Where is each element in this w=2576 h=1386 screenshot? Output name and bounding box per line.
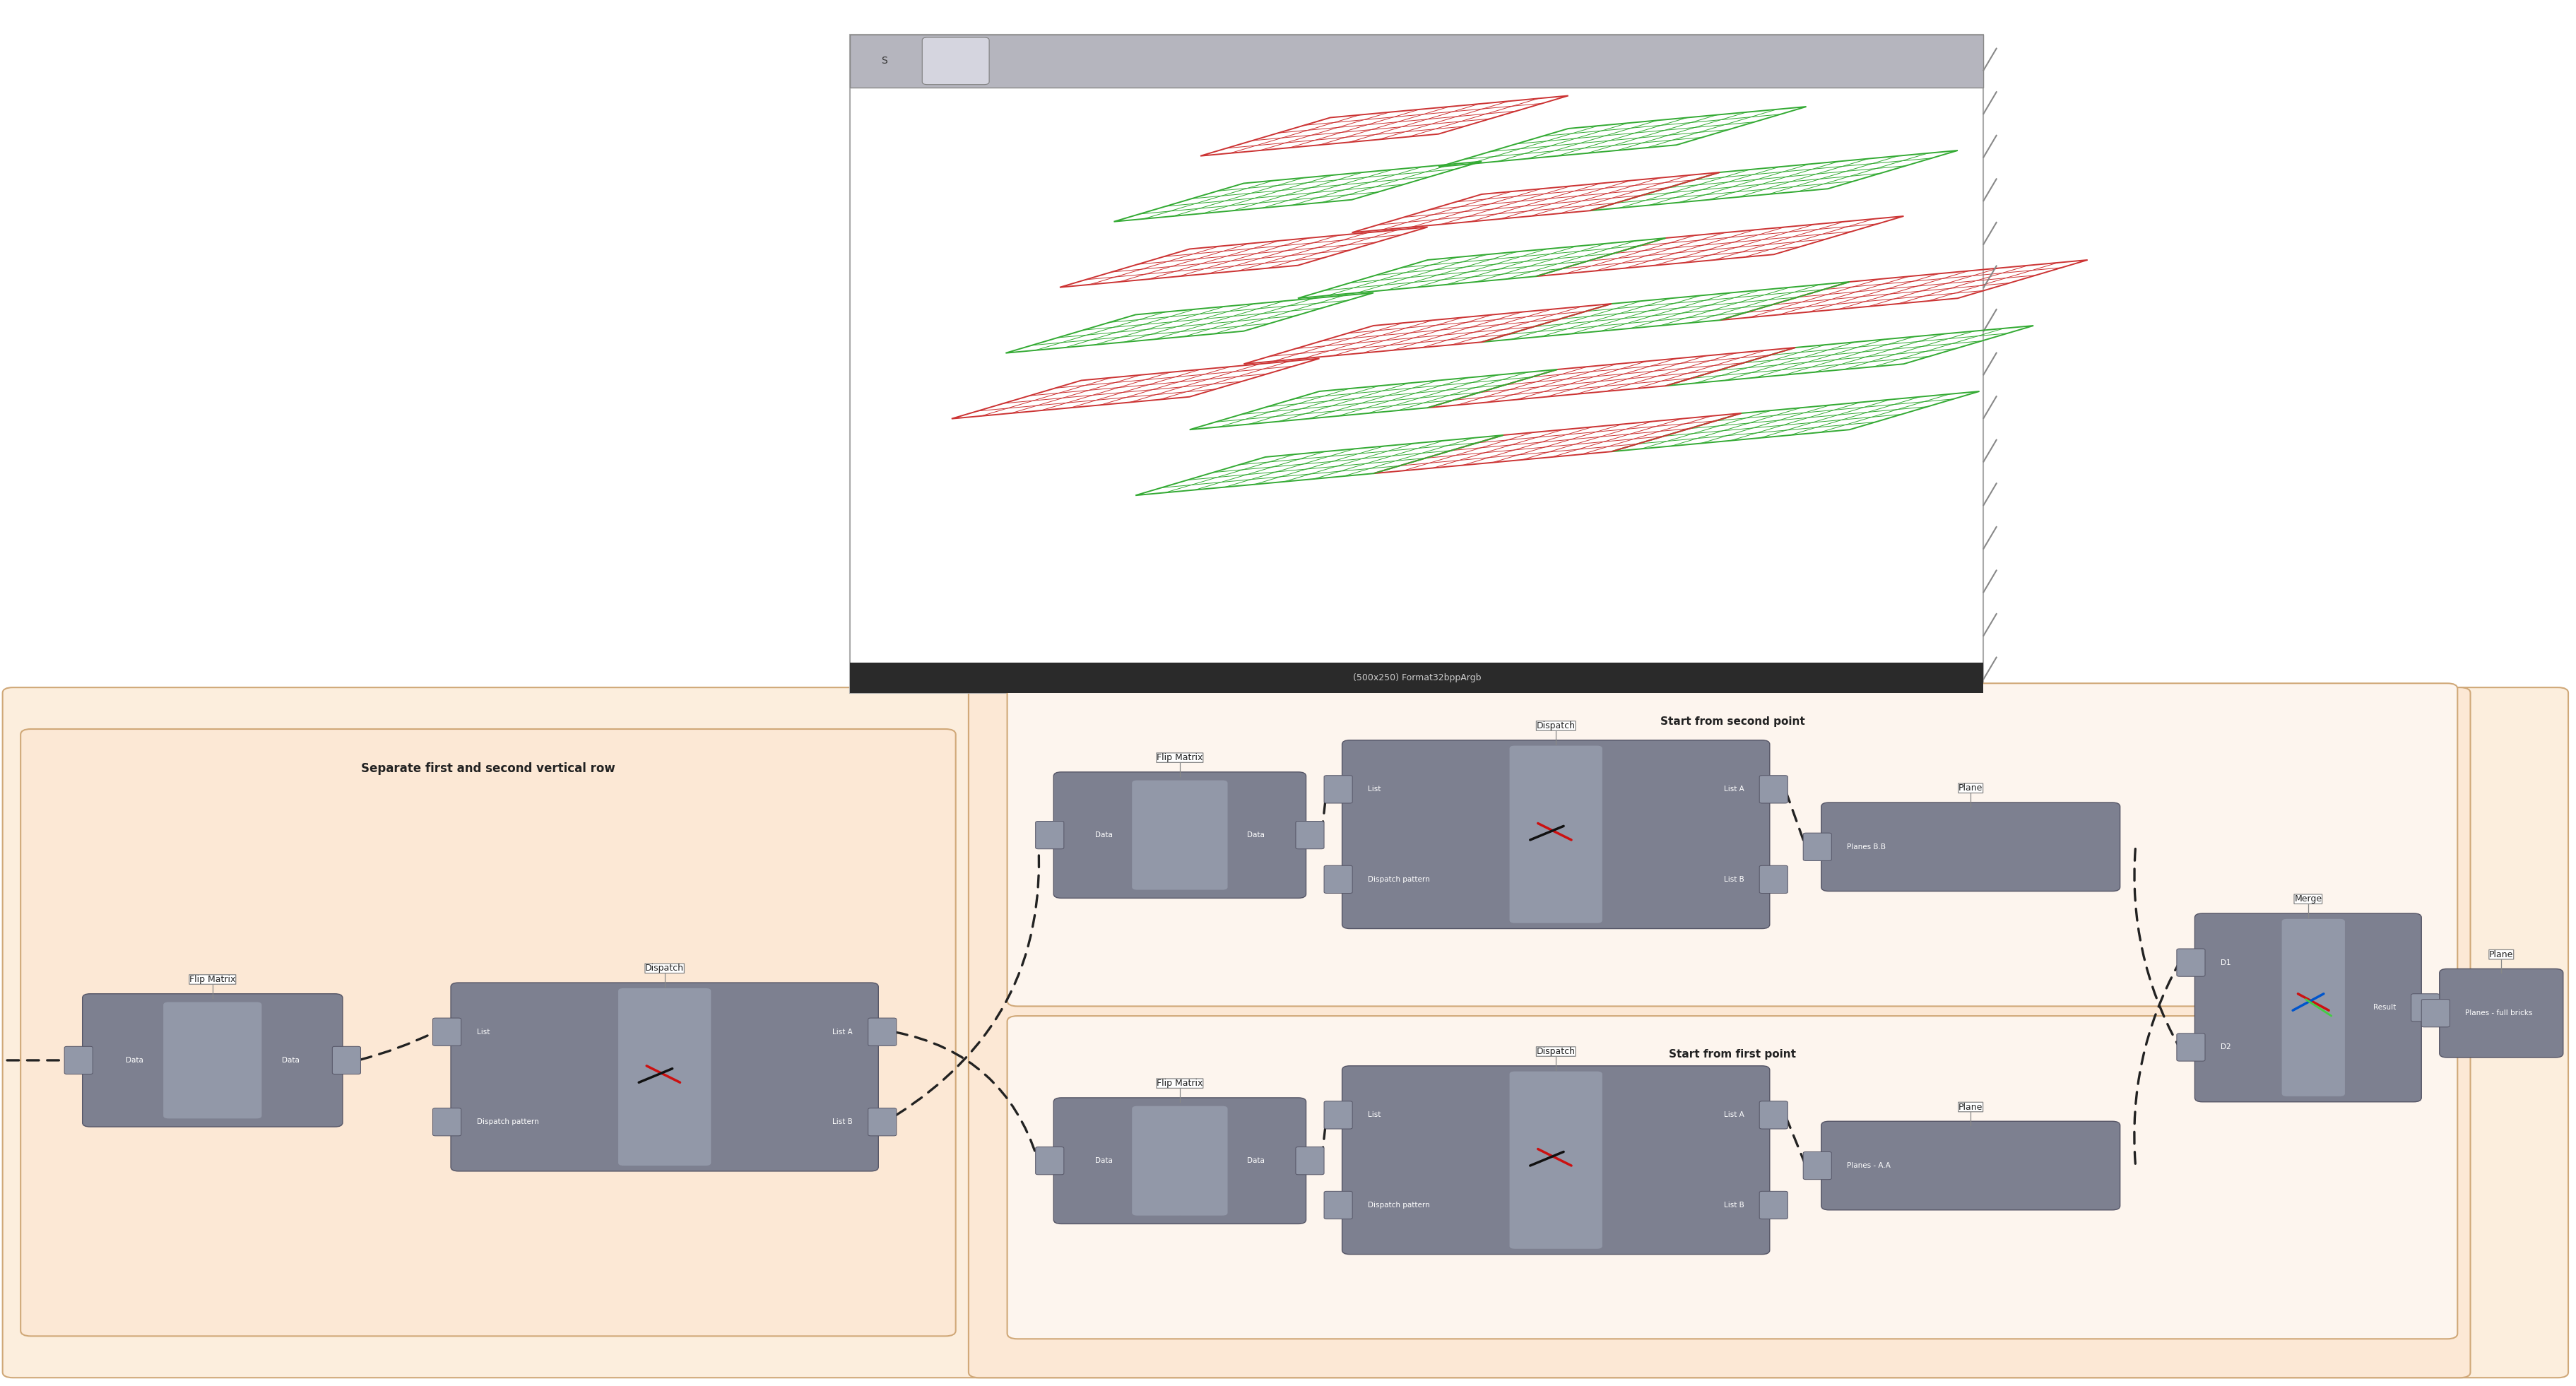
FancyBboxPatch shape [64, 1046, 93, 1074]
FancyBboxPatch shape [1296, 821, 1324, 848]
FancyBboxPatch shape [1324, 1100, 1352, 1128]
Text: Result: Result [2372, 1003, 2396, 1012]
FancyBboxPatch shape [2282, 919, 2344, 1096]
Text: (500x250) Format32bppArgb: (500x250) Format32bppArgb [1352, 674, 1481, 682]
Text: Dispatch pattern: Dispatch pattern [1368, 1202, 1430, 1209]
FancyBboxPatch shape [1510, 746, 1602, 923]
Text: Data: Data [1247, 1157, 1265, 1164]
Text: Flip Matrix: Flip Matrix [191, 974, 234, 984]
Text: Dispatch: Dispatch [1535, 1046, 1577, 1056]
Text: Planes B.B: Planes B.B [1847, 843, 1886, 851]
FancyBboxPatch shape [969, 687, 2470, 1378]
FancyBboxPatch shape [1759, 1191, 1788, 1220]
Text: List: List [477, 1028, 489, 1035]
Text: D1: D1 [2221, 959, 2231, 966]
FancyBboxPatch shape [1803, 833, 1832, 861]
Text: Dispatch: Dispatch [644, 963, 685, 973]
Text: D2: D2 [2221, 1044, 2231, 1051]
FancyBboxPatch shape [1007, 1016, 2458, 1339]
FancyBboxPatch shape [1054, 1098, 1306, 1224]
FancyBboxPatch shape [1036, 821, 1064, 848]
Text: Plane: Plane [1958, 1102, 1984, 1112]
Text: List A: List A [1723, 786, 1744, 793]
FancyBboxPatch shape [868, 1109, 896, 1137]
FancyBboxPatch shape [850, 35, 1984, 693]
Text: List: List [1368, 786, 1381, 793]
Text: Planes - full bricks: Planes - full bricks [2465, 1009, 2532, 1017]
FancyBboxPatch shape [1759, 865, 1788, 893]
Text: S: S [881, 55, 886, 67]
FancyBboxPatch shape [922, 37, 989, 85]
FancyBboxPatch shape [1296, 1148, 1324, 1175]
Text: Dispatch pattern: Dispatch pattern [477, 1119, 538, 1125]
FancyBboxPatch shape [162, 1002, 263, 1119]
Text: List B: List B [832, 1119, 853, 1125]
FancyBboxPatch shape [1131, 780, 1229, 890]
Text: Start from second point: Start from second point [1659, 717, 1806, 728]
Text: Flip Matrix: Flip Matrix [1157, 753, 1203, 762]
Text: Start from first point: Start from first point [1669, 1049, 1795, 1060]
FancyBboxPatch shape [433, 1017, 461, 1045]
FancyBboxPatch shape [1342, 740, 1770, 929]
FancyBboxPatch shape [2439, 969, 2563, 1058]
Text: Separate first and second vertical row: Separate first and second vertical row [361, 762, 616, 775]
Text: Data: Data [126, 1056, 144, 1064]
FancyBboxPatch shape [1324, 865, 1352, 893]
Text: Flip Matrix: Flip Matrix [1157, 1078, 1203, 1088]
FancyBboxPatch shape [1054, 772, 1306, 898]
Text: Separate first and second horizontal points: Separate first and second horizontal poi… [1577, 721, 1862, 733]
FancyBboxPatch shape [850, 663, 1984, 693]
FancyBboxPatch shape [1759, 1100, 1788, 1128]
Text: Dispatch: Dispatch [1535, 721, 1577, 730]
FancyBboxPatch shape [1131, 1106, 1229, 1216]
FancyBboxPatch shape [451, 983, 878, 1171]
Text: Data: Data [1095, 1157, 1113, 1164]
Text: Plane: Plane [1958, 783, 1984, 793]
Text: Merge: Merge [2295, 894, 2321, 904]
Text: List A: List A [1723, 1112, 1744, 1119]
FancyBboxPatch shape [1324, 1191, 1352, 1220]
FancyBboxPatch shape [2177, 1034, 2205, 1062]
Text: List: List [1368, 1112, 1381, 1119]
FancyBboxPatch shape [1007, 683, 2458, 1006]
FancyBboxPatch shape [2421, 999, 2450, 1027]
Text: List B: List B [1723, 876, 1744, 883]
FancyBboxPatch shape [1036, 1148, 1064, 1175]
FancyBboxPatch shape [2195, 913, 2421, 1102]
FancyBboxPatch shape [2177, 948, 2205, 976]
Text: Plane: Plane [2488, 949, 2514, 959]
FancyBboxPatch shape [332, 1046, 361, 1074]
FancyBboxPatch shape [2411, 994, 2439, 1021]
FancyBboxPatch shape [82, 994, 343, 1127]
FancyBboxPatch shape [1821, 1121, 2120, 1210]
FancyBboxPatch shape [1324, 776, 1352, 804]
Text: Data: Data [1095, 832, 1113, 839]
Text: Data: Data [1247, 832, 1265, 839]
FancyBboxPatch shape [1510, 1071, 1602, 1249]
FancyBboxPatch shape [868, 1017, 896, 1045]
FancyBboxPatch shape [618, 988, 711, 1166]
FancyBboxPatch shape [3, 687, 2568, 1378]
Text: List A: List A [832, 1028, 853, 1035]
FancyBboxPatch shape [1759, 776, 1788, 804]
FancyBboxPatch shape [433, 1109, 461, 1137]
FancyBboxPatch shape [21, 729, 956, 1336]
FancyBboxPatch shape [1803, 1152, 1832, 1179]
FancyBboxPatch shape [1342, 1066, 1770, 1254]
FancyBboxPatch shape [1821, 802, 2120, 891]
Text: Dispatch pattern: Dispatch pattern [1368, 876, 1430, 883]
Text: Data: Data [281, 1056, 299, 1064]
Text: List B: List B [1723, 1202, 1744, 1209]
Text: Planes - A.A: Planes - A.A [1847, 1161, 1891, 1170]
FancyBboxPatch shape [850, 35, 1984, 87]
